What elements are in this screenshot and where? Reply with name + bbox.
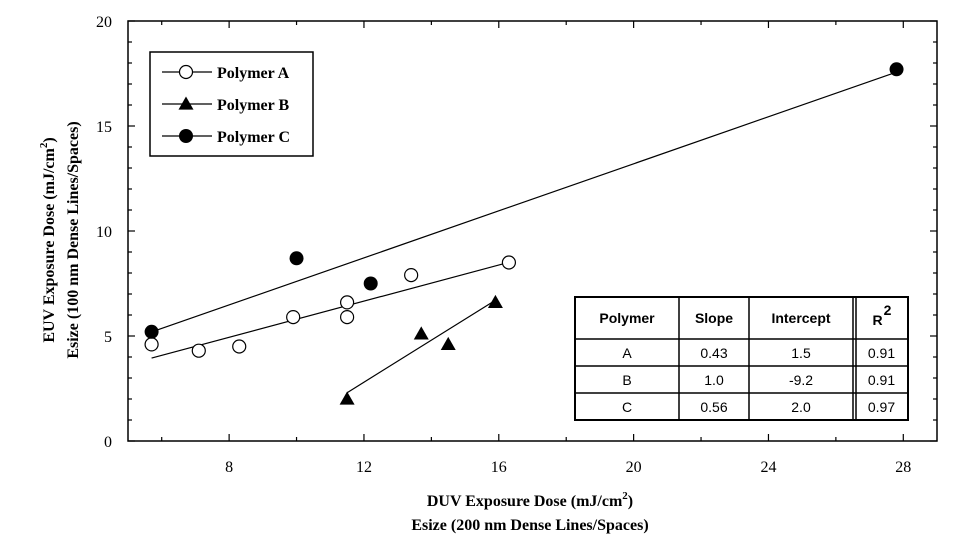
axes: 8 12 16 20 24 28 0 5 10 15 20 <box>96 14 938 476</box>
fit-line-3 <box>151 71 897 333</box>
fit-lines <box>151 71 897 394</box>
data-point <box>440 336 456 351</box>
data-point <box>289 251 304 266</box>
x-tick-label: 12 <box>356 459 372 476</box>
data-point <box>404 268 419 283</box>
data-point <box>144 324 159 339</box>
data-point <box>286 310 301 325</box>
data-point <box>340 310 355 325</box>
table-header: Slope <box>695 310 733 326</box>
legend-label: Polymer A <box>217 65 290 82</box>
table-cell: 0.56 <box>700 399 727 415</box>
data-point <box>501 255 517 270</box>
data-point <box>144 337 159 352</box>
y-axis-title: EUV Exposure Dose (mJ/cm2) <box>38 137 58 342</box>
legend-marker <box>178 64 194 80</box>
data-point <box>232 339 247 354</box>
legend-label: Polymer B <box>217 97 289 114</box>
legend-label: Polymer C <box>217 129 290 146</box>
data-point <box>339 391 355 405</box>
y-tick-label: 15 <box>96 119 112 136</box>
x-tick-label: 20 <box>626 459 642 476</box>
data-points <box>144 62 904 405</box>
data-point <box>191 343 206 358</box>
table-cell: C <box>622 399 632 415</box>
y-tick-label: 0 <box>104 434 112 451</box>
table-cell: A <box>622 345 632 361</box>
table-cell: 0.91 <box>868 372 895 388</box>
legend-marker <box>178 96 194 110</box>
table-header-sup: 2 <box>884 302 892 318</box>
table-cell: 0.97 <box>868 399 895 415</box>
table-header: R <box>872 312 882 328</box>
y-tick-label: 10 <box>96 224 112 241</box>
x-tick-label: 28 <box>895 459 911 476</box>
data-point <box>363 276 378 291</box>
data-point <box>889 62 904 77</box>
x-tick-label: 16 <box>491 459 507 476</box>
fit-line-2 <box>346 299 496 394</box>
x-axis-subtitle: Esize (200 nm Dense Lines/Spaces) <box>411 517 648 534</box>
table-header: Intercept <box>771 310 830 326</box>
y-axis-subtitle: Esize (100 nm Dense Lines/Spaces) <box>65 121 82 358</box>
data-point <box>413 326 429 340</box>
fit-line-1 <box>151 261 510 359</box>
table-cell: 0.43 <box>700 345 727 361</box>
table-cell: -9.2 <box>789 372 813 388</box>
x-axis-title: DUV Exposure Dose (mJ/cm2) <box>427 490 633 510</box>
legend-items: Polymer A Polymer B Polymer C <box>162 64 290 146</box>
data-point <box>340 295 355 310</box>
y-tick-label: 5 <box>104 329 112 346</box>
x-tick-label: 8 <box>225 459 233 476</box>
regression-table: Polymer Slope Intercept R2 A 0.43 1.5 0.91 B 1.0 -… <box>574 296 909 421</box>
data-point <box>487 294 503 309</box>
table-header: Polymer <box>599 310 655 326</box>
legend-marker <box>179 129 193 143</box>
table-cell: 0.91 <box>868 345 895 361</box>
table-cell: 1.0 <box>704 372 724 388</box>
y-tick-label: 20 <box>96 14 112 31</box>
x-tick-label: 24 <box>760 459 776 476</box>
table-cell: 2.0 <box>791 399 811 415</box>
table-cell: 1.5 <box>791 345 811 361</box>
legend: Polymer A Polymer B Polymer C <box>149 51 314 157</box>
table-cell: B <box>622 372 631 388</box>
